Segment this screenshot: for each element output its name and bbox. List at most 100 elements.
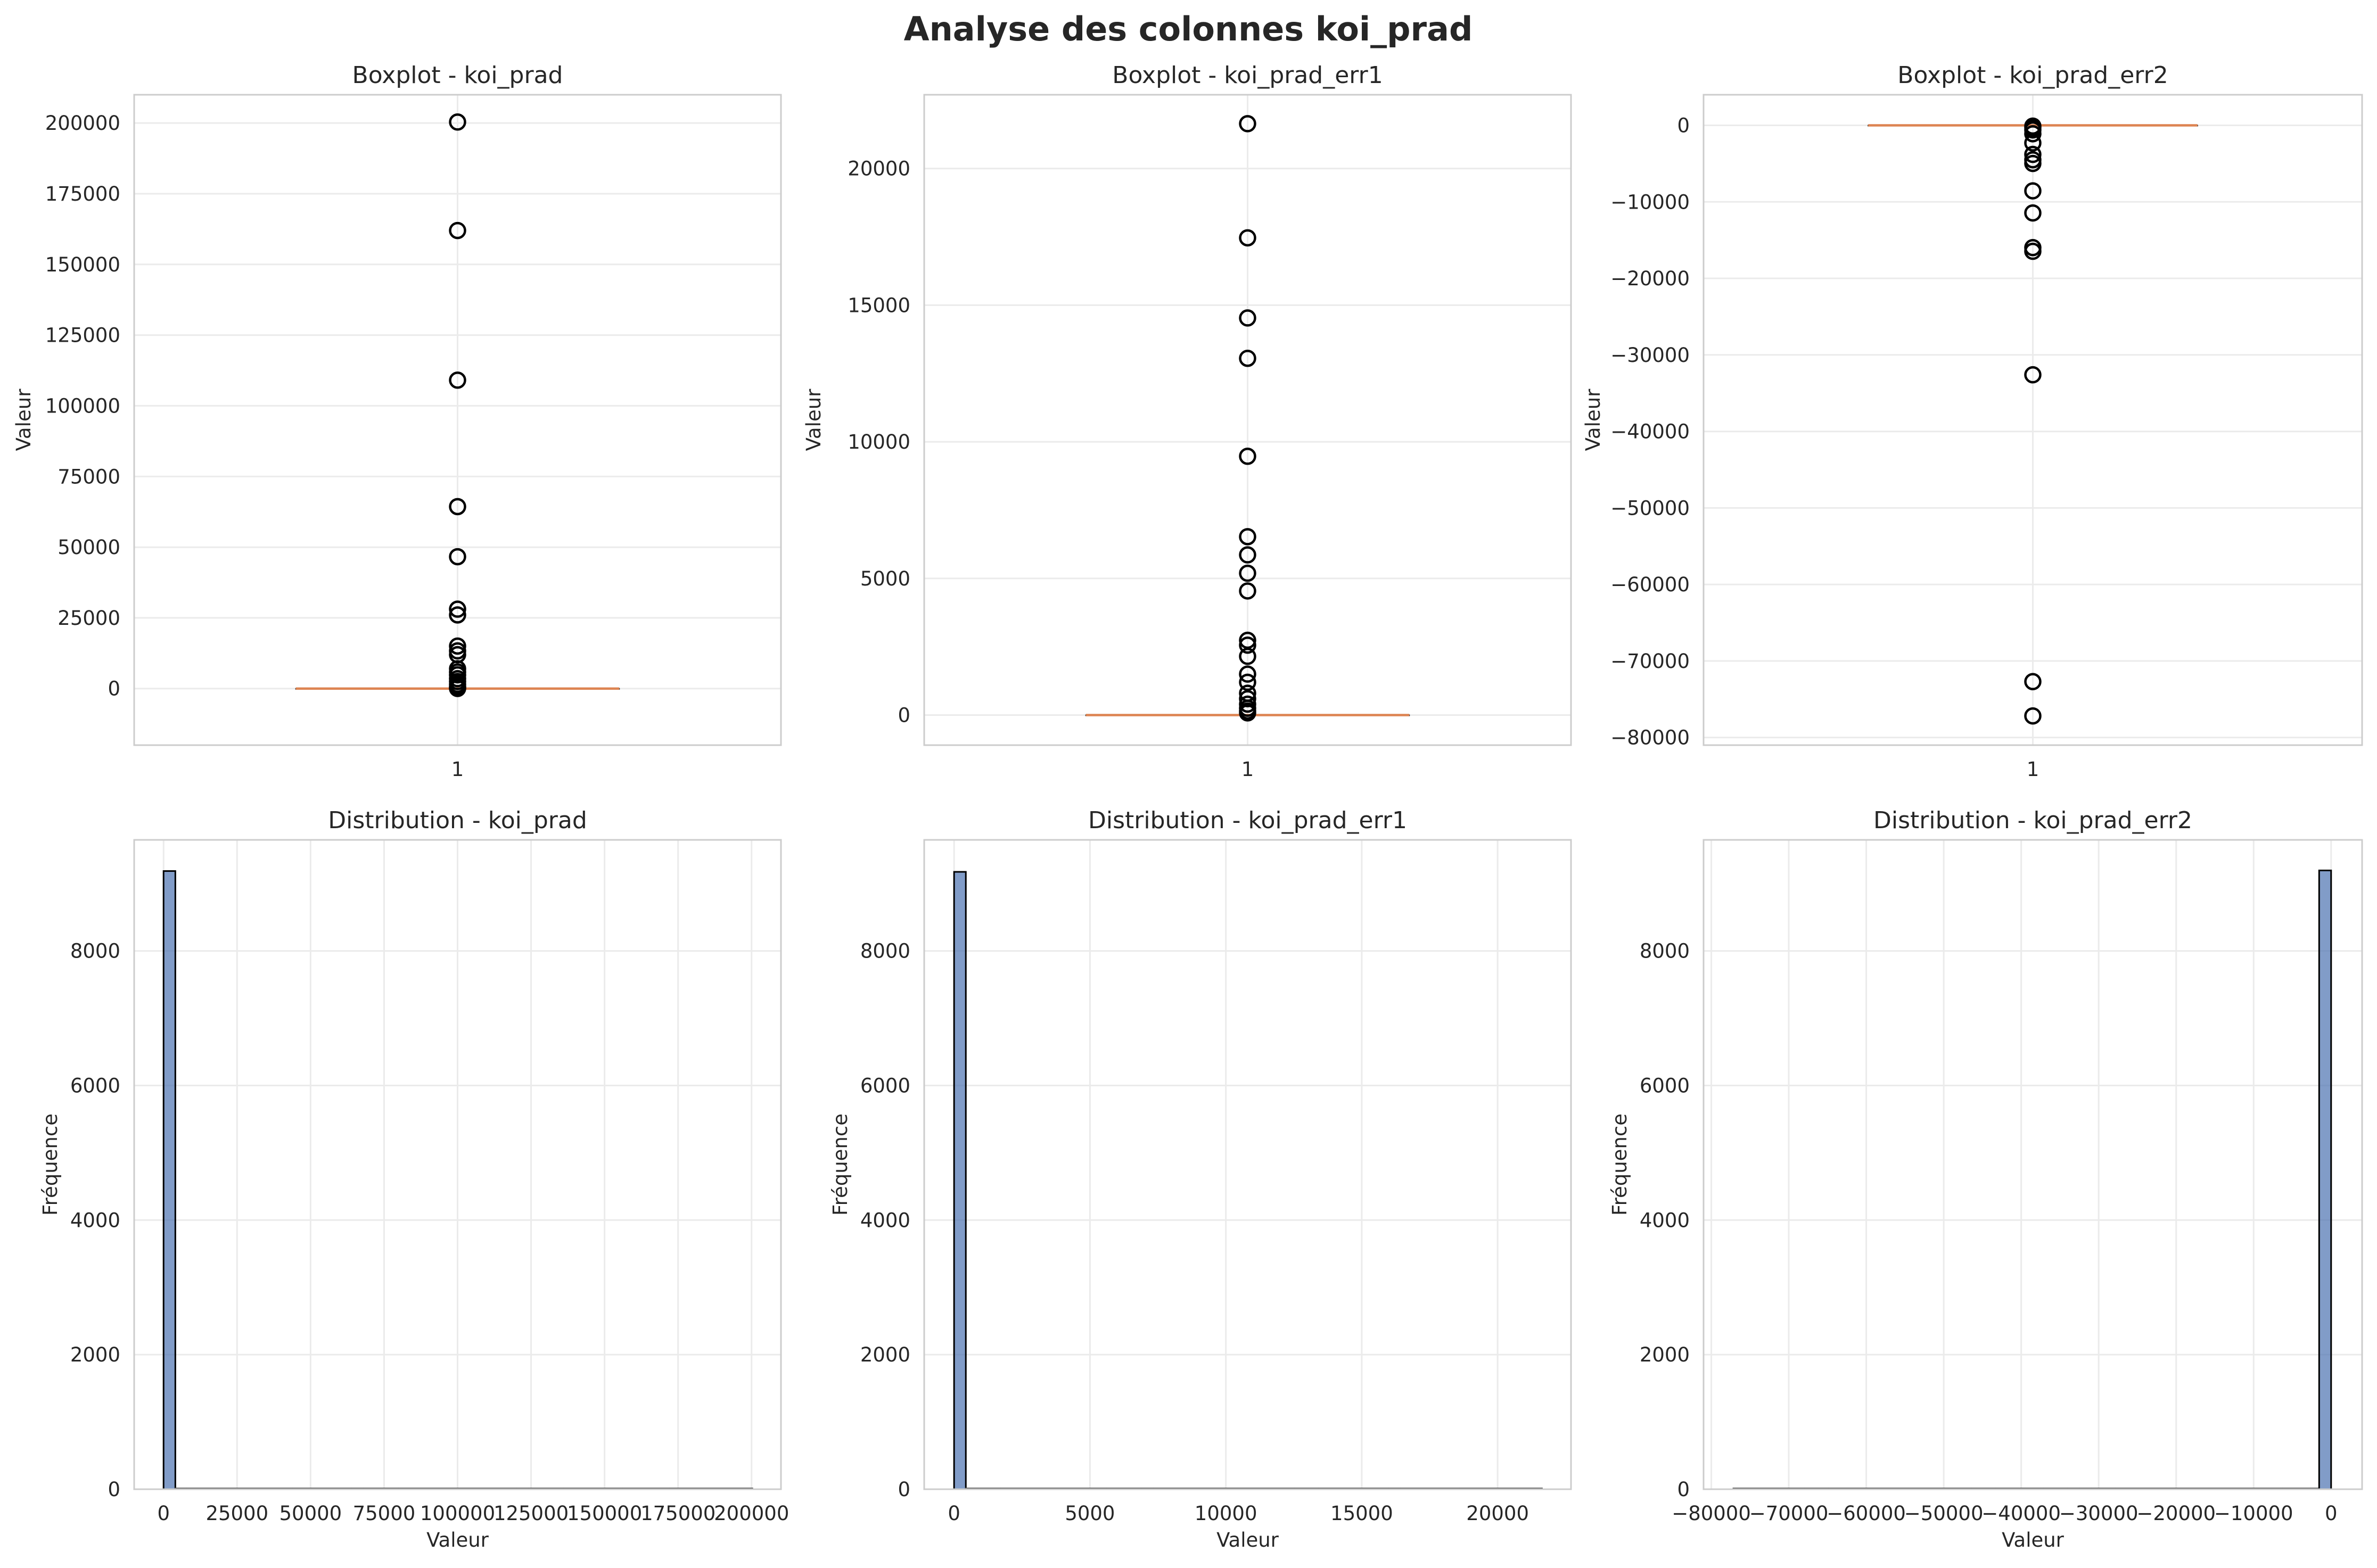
y-tick-label: 25000 (57, 607, 120, 630)
histogram-panel-6: 0 2000 4000 6000 8000 −80000−70000−60000−5000… (1608, 807, 2363, 1552)
outlier-point (1239, 636, 1256, 654)
y-tick-label: 6000 (70, 1074, 120, 1097)
boxplot-panel-1: 0 25000 50000 75000 100000 125000 150000 175000… (12, 62, 782, 781)
y-tick-label: 5000 (860, 567, 910, 590)
outlier-point (1239, 528, 1256, 546)
outlier-point (449, 548, 466, 566)
x-tick-label: 1 (2027, 758, 2039, 781)
outlier-point (449, 372, 466, 389)
subplot-title: Distribution - koi_prad_err1 (1088, 807, 1407, 834)
y-tick-label: 6000 (1640, 1074, 1690, 1097)
y-tick-label: −70000 (1610, 650, 1690, 673)
subplot-title: Distribution - koi_prad (328, 807, 587, 834)
x-axis-label: Valeur (426, 1529, 489, 1552)
histogram-bar (953, 871, 967, 1490)
axes-frame (133, 94, 782, 746)
y-tick-label: −40000 (1610, 420, 1690, 443)
x-tick-label: −10000 (2214, 1502, 2293, 1525)
x-tick-label: 5000 (1065, 1502, 1115, 1525)
x-axis-label: Valeur (2002, 1529, 2065, 1552)
x-tick-label: 125000 (494, 1502, 569, 1525)
x-tick-label: 20000 (1466, 1502, 1529, 1525)
x-tick-label: 1 (1241, 758, 1254, 781)
y-tick-label: 200000 (45, 112, 120, 135)
y-tick-label: 2000 (1640, 1343, 1690, 1366)
outlier-point (2024, 238, 2042, 257)
y-tick-label: 100000 (45, 394, 120, 417)
x-tick-label: 0 (948, 1502, 960, 1525)
subplot-title: Boxplot - koi_prad_err1 (1112, 62, 1383, 89)
histogram-panel-5: 0 2000 4000 6000 8000 0 5000 10000 15000 20000 Dis… (829, 807, 1572, 1552)
outlier-point (2024, 204, 2042, 222)
outlier-point (1239, 673, 1256, 691)
y-axis-label: Fréquence (1608, 1113, 1631, 1216)
y-tick-label: 0 (898, 1478, 910, 1501)
y-tick-label: −10000 (1610, 191, 1690, 213)
outlier-point (2024, 117, 2042, 135)
outlier-point (1239, 448, 1256, 465)
subplot-title: Boxplot - koi_prad_err2 (1897, 62, 2168, 89)
histogram-bar (2318, 869, 2332, 1490)
y-tick-label: 125000 (45, 324, 120, 347)
y-tick-label: 50000 (57, 536, 120, 559)
outlier-point (2024, 707, 2042, 725)
outlier-point (449, 113, 466, 131)
x-tick-label: 150000 (567, 1502, 642, 1525)
y-axis-label: Valeur (12, 389, 35, 451)
x-tick-label: −80000 (1672, 1502, 1751, 1525)
outlier-point (2024, 182, 2042, 200)
y-axis-label: Fréquence (39, 1113, 62, 1216)
y-tick-label: 0 (108, 1478, 120, 1501)
x-tick-label: −70000 (1749, 1502, 1829, 1525)
y-tick-label: −50000 (1610, 497, 1690, 519)
y-tick-label: −30000 (1610, 344, 1690, 367)
outlier-point (2024, 151, 2042, 169)
y-tick-label: 4000 (860, 1209, 910, 1232)
x-tick-label: 175000 (640, 1502, 715, 1525)
outlier-point (1239, 349, 1256, 367)
outlier-point (1239, 564, 1256, 582)
outlier-point (2024, 673, 2042, 690)
y-tick-label: −60000 (1610, 573, 1690, 596)
y-tick-label: 4000 (1640, 1209, 1690, 1232)
x-axis-label: Valeur (1216, 1529, 1279, 1552)
outlier-point (449, 606, 466, 624)
y-tick-label: 0 (1677, 1478, 1690, 1501)
x-tick-label: 25000 (205, 1502, 268, 1525)
y-tick-label: 8000 (70, 940, 120, 963)
outlier-point (449, 498, 466, 516)
x-tick-label: 75000 (353, 1502, 416, 1525)
boxplot-panel-2: 0 5000 10000 15000 20000 1 Boxplot - koi_prad_… (802, 62, 1572, 781)
x-tick-label: 15000 (1330, 1502, 1393, 1525)
axes-frame (1702, 839, 2363, 1490)
y-tick-label: 2000 (860, 1343, 910, 1366)
x-tick-label: 50000 (279, 1502, 342, 1525)
outlier-point (449, 637, 466, 655)
subplot-grid: 0250005000075000100000125000150000175000… (12, 62, 2363, 1552)
y-tick-label: 0 (898, 704, 910, 727)
x-tick-label: 10000 (1195, 1502, 1257, 1525)
outlier-point (449, 600, 466, 618)
x-tick-label: −60000 (1827, 1502, 1906, 1525)
y-tick-label: −80000 (1610, 727, 1690, 749)
x-tick-label: 0 (2325, 1502, 2338, 1525)
y-tick-label: −20000 (1610, 267, 1690, 290)
outlier-point (449, 680, 466, 697)
subplot-title: Distribution - koi_prad_err2 (1873, 807, 2192, 834)
x-tick-label: 1 (451, 758, 464, 781)
subplot-title: Boxplot - koi_prad (352, 62, 563, 89)
axes-frame (133, 839, 782, 1490)
y-tick-label: 6000 (860, 1074, 910, 1097)
x-tick-label: −40000 (1981, 1502, 2061, 1525)
y-tick-label: 8000 (1640, 940, 1690, 963)
x-tick-label: −50000 (1904, 1502, 1984, 1525)
y-axis-label: Fréquence (829, 1113, 852, 1216)
y-tick-label: 15000 (848, 294, 910, 317)
axes-frame (923, 839, 1572, 1490)
y-tick-label: 75000 (57, 465, 120, 488)
axes-frame (923, 94, 1572, 746)
x-tick-label: 200000 (714, 1502, 789, 1525)
outlier-point (449, 221, 466, 240)
y-tick-label: 0 (1677, 114, 1690, 137)
